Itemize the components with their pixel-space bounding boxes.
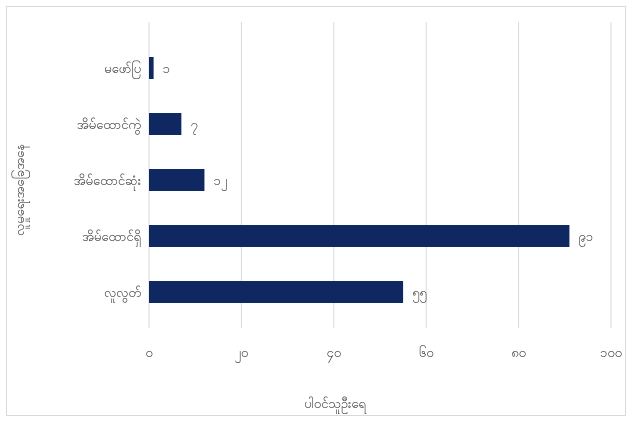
category-label: အိမ်ထောင်ရှိ — [82, 229, 141, 247]
category-label: မဖော်ပြ — [104, 60, 141, 79]
data-label: ၁၂ — [213, 174, 227, 191]
bar — [149, 169, 205, 191]
data-label: ၉၁ — [578, 230, 593, 247]
category-label: အိမ်ထောင်ကွဲ — [77, 117, 141, 135]
x-tick-label: ၄၀ — [326, 346, 341, 363]
x-tick-label: ၁၀၀ — [600, 346, 622, 361]
bar — [149, 281, 404, 303]
bar — [149, 57, 154, 79]
bar — [149, 225, 570, 247]
y-axis-label: လူမှုရေးအခြေအနေ — [11, 144, 30, 236]
x-tick-label: ၈၀ — [511, 346, 526, 361]
category-label: လူလွတ် — [104, 285, 141, 303]
chart-frame — [6, 6, 626, 416]
x-axis-label: ပါဝင်သူဦးရေ — [304, 396, 366, 414]
x-tick-label: ၀ — [145, 346, 152, 361]
x-tick-label: ၆၀ — [419, 345, 434, 361]
data-label: ၇ — [190, 118, 197, 135]
x-tick-label: ၂၀ — [235, 346, 249, 363]
category-label: အိမ်ထောင်ဆုံး — [74, 173, 141, 191]
data-label: ၁ — [163, 62, 170, 77]
data-label: ၅၅ — [412, 286, 427, 303]
bar — [149, 113, 182, 135]
